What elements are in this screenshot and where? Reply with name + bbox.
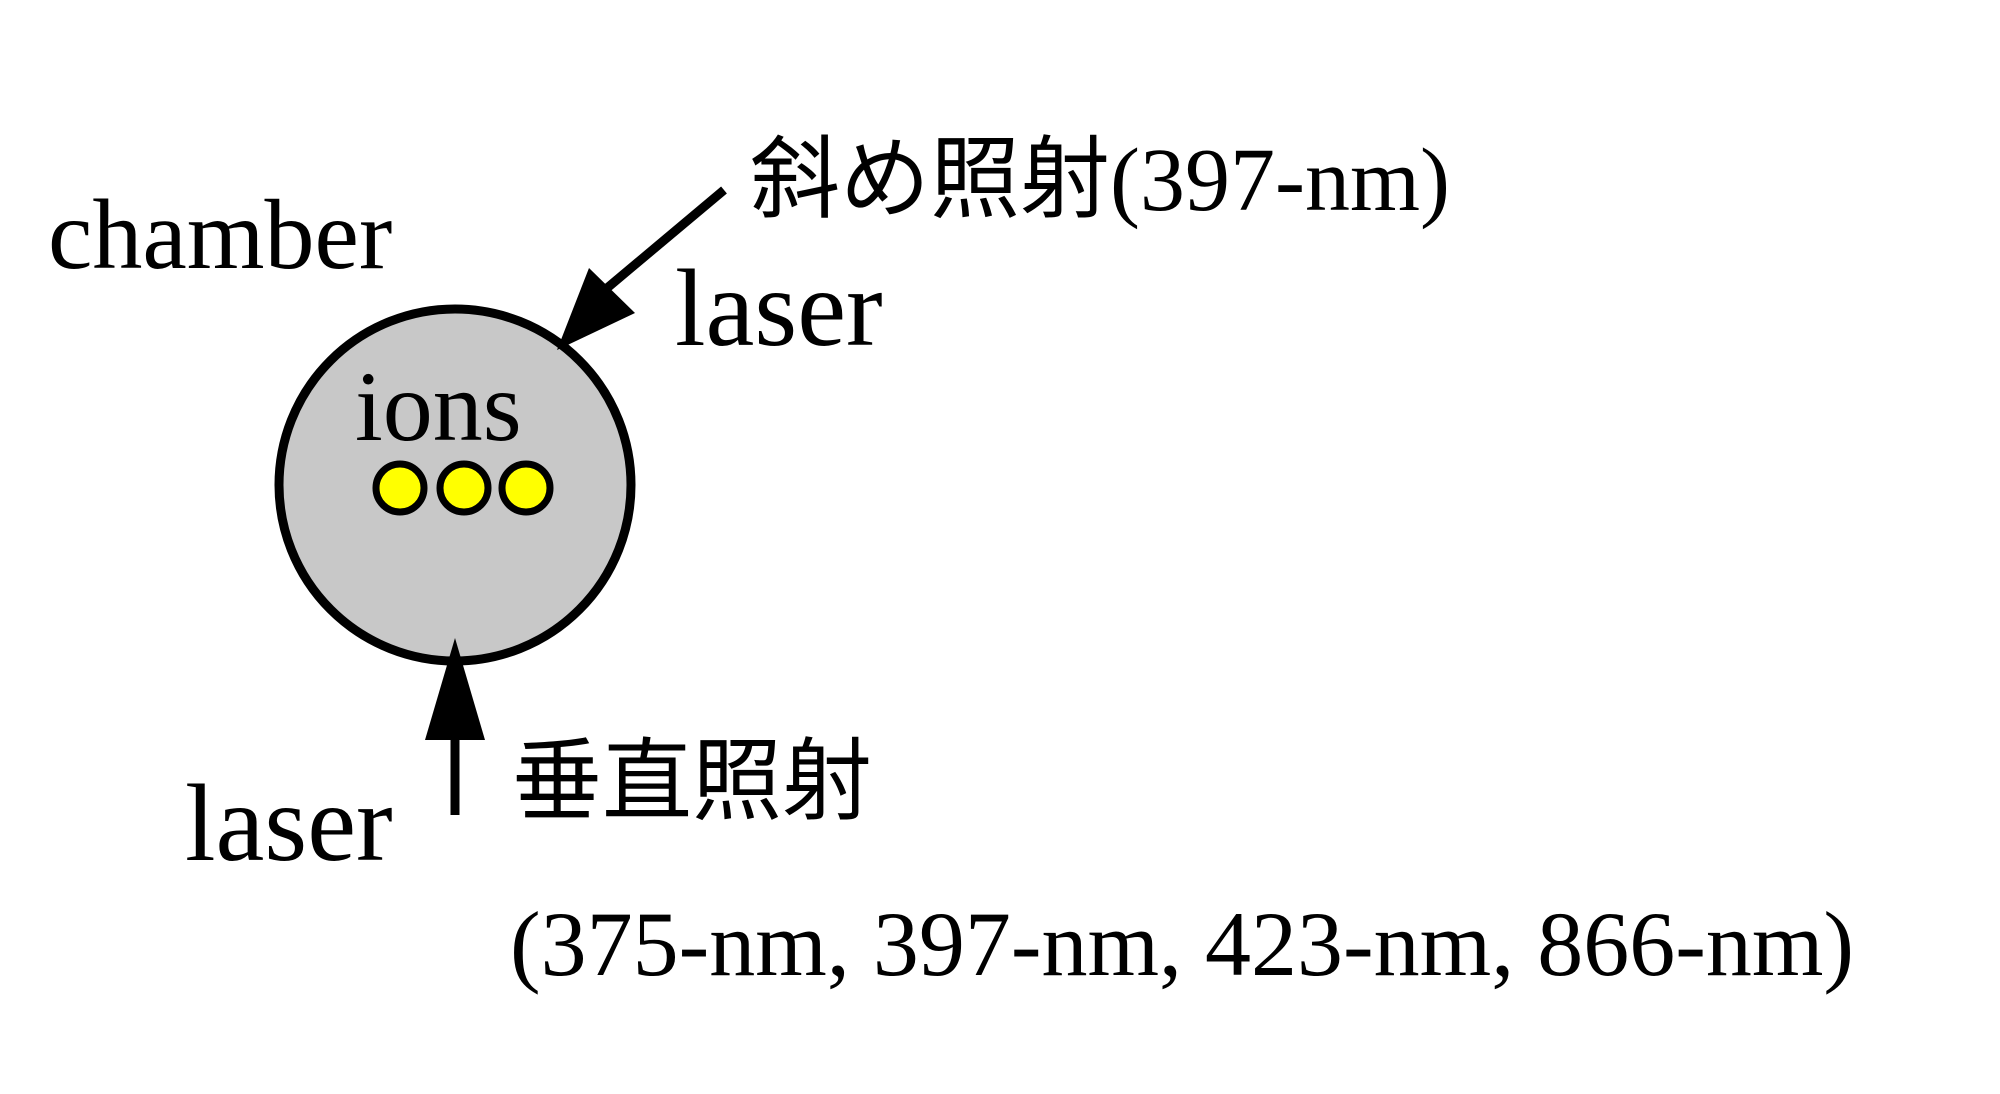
- ion-dot: [372, 460, 428, 516]
- oblique-arrow-head: [557, 268, 635, 350]
- vertical-irradiation-label: 垂直照射: [512, 733, 872, 832]
- wavelength-list: (375-nm, 397-nm, 423-nm, 866-nm): [510, 893, 1854, 995]
- ion-dot: [436, 460, 492, 516]
- ion-chain: [372, 460, 554, 516]
- oblique-laser-label: laser: [675, 247, 883, 369]
- vertical-laser-arrow: [425, 638, 485, 815]
- oblique-irradiation-label: 斜め照射(397-nm): [750, 131, 1450, 230]
- chamber-label: chamber: [48, 179, 392, 290]
- vertical-laser-label: laser: [185, 762, 393, 884]
- ion-dot: [498, 460, 554, 516]
- oblique-laser-arrow: [557, 186, 727, 350]
- ions-label: ions: [355, 351, 522, 462]
- oblique-arrow-shaft: [597, 186, 727, 298]
- vertical-arrow-head: [425, 638, 485, 740]
